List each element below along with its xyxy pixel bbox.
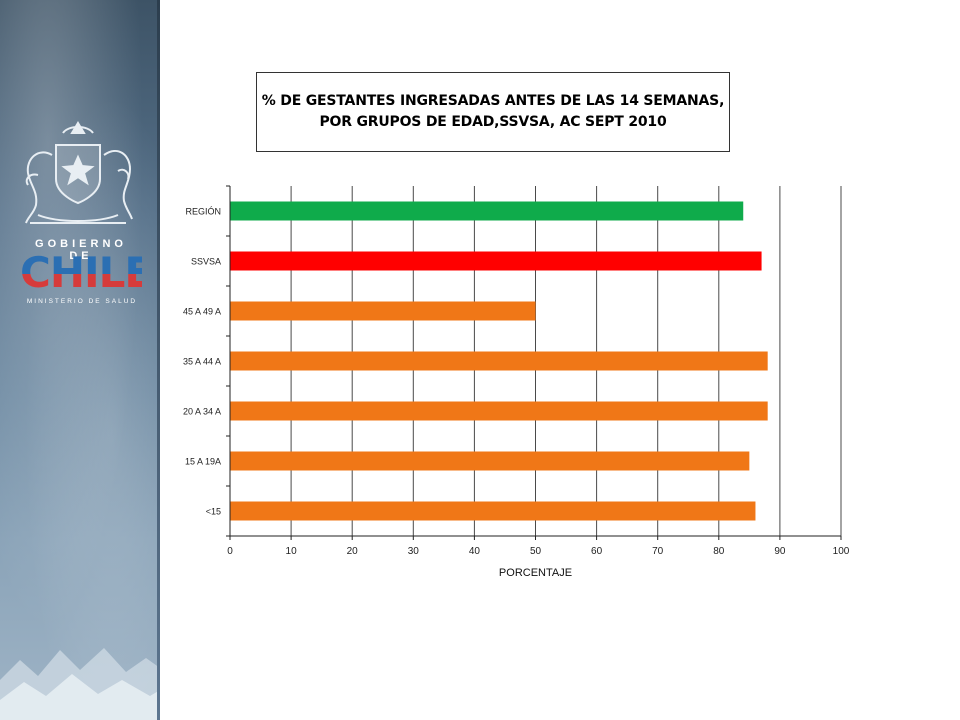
chart-title-box: % DE GESTANTES INGRESADAS ANTES DE LAS 1… bbox=[256, 72, 730, 152]
x-tick-label: 10 bbox=[286, 546, 298, 557]
x-tick-label: 30 bbox=[408, 546, 420, 557]
category-label: <15 bbox=[206, 507, 221, 517]
coat-of-arms-icon bbox=[25, 121, 133, 224]
ministerio-text: MINISTERIO DE SALUD bbox=[26, 298, 138, 305]
bar bbox=[230, 401, 768, 421]
x-tick-label: 50 bbox=[530, 546, 542, 557]
category-label: 15 A 19A bbox=[185, 457, 221, 467]
chile-logo-text: CHILE bbox=[20, 248, 153, 297]
x-axis-title: PORCENTAJE bbox=[499, 567, 572, 579]
sky-background bbox=[0, 0, 160, 720]
bar bbox=[230, 351, 768, 371]
category-label: 35 A 44 A bbox=[183, 357, 221, 367]
x-tick-label: 90 bbox=[774, 546, 786, 557]
bar bbox=[230, 501, 756, 521]
chart-title-line-1: % DE GESTANTES INGRESADAS ANTES DE LAS 1… bbox=[261, 93, 725, 109]
category-label: REGIÓN bbox=[185, 207, 221, 217]
bar bbox=[230, 301, 536, 321]
sidebar-edge bbox=[157, 0, 160, 720]
bar bbox=[230, 451, 750, 471]
category-label: 20 A 34 A bbox=[183, 407, 221, 417]
sidebar-panel: GOBIERNO DE CHILE MINISTERIO DE SALUD bbox=[0, 0, 160, 720]
bar bbox=[230, 201, 744, 221]
x-tick-label: 60 bbox=[591, 546, 603, 557]
x-tick-label: 80 bbox=[713, 546, 725, 557]
x-tick-label: 70 bbox=[652, 546, 664, 557]
x-tick-label: 40 bbox=[469, 546, 481, 557]
x-tick-label: 20 bbox=[347, 546, 359, 557]
mountains-decoration bbox=[0, 648, 160, 720]
bar bbox=[230, 251, 762, 271]
x-tick-label: 100 bbox=[833, 546, 850, 557]
gobierno-de-text: GOBIERNO DE bbox=[35, 238, 127, 262]
x-tick-label: 0 bbox=[227, 546, 233, 557]
category-label: 45 A 49 A bbox=[183, 307, 221, 317]
category-label: SSVSA bbox=[191, 257, 221, 267]
chart-title-line-2: POR GRUPOS DE EDAD,SSVSA, AC SEPT 2010 bbox=[319, 114, 667, 130]
